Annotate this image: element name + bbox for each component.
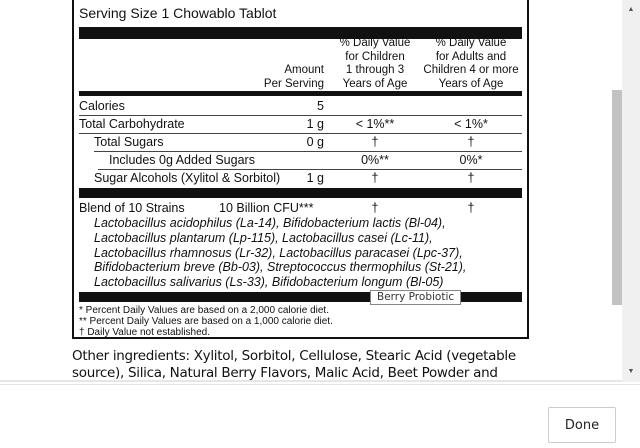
adults-dv: 0%* xyxy=(459,153,483,167)
children-dv: < 1%** xyxy=(355,117,395,131)
blend-adults-dv: † xyxy=(467,201,475,215)
adults-dv: < 1%* xyxy=(454,117,488,131)
strain-line: Bifidobacterium breve (Bb-03), Streptoco… xyxy=(94,260,467,275)
row-divider xyxy=(79,115,522,116)
children-dv: † xyxy=(371,171,379,185)
blend-amount: 10 Billion CFU*** xyxy=(219,201,314,215)
strain-line: Lactobacillus plantarum (Lp-115), Lactob… xyxy=(94,230,433,245)
scroll-down-icon[interactable]: ▼ xyxy=(627,368,635,375)
adults-dv: † xyxy=(467,171,475,185)
divider-bar xyxy=(79,188,522,198)
nutrient-amount: 1 g xyxy=(306,171,324,185)
strain-line: Lactobacillus acidophilus (La-14), Bifid… xyxy=(94,216,446,230)
nutrient-amount: 5 xyxy=(317,99,324,113)
row-divider xyxy=(79,133,522,134)
footnote: ** Percent Daily Values are based on a 1… xyxy=(79,316,333,327)
footnote: † Daily Value not established. xyxy=(79,327,211,338)
header-children: % Daily Value for Children 1 through 3 Y… xyxy=(339,37,411,90)
divider-bar xyxy=(79,292,522,302)
nutrient-name: Sugar Alcohols (Xylitol & Sorbitol) xyxy=(94,171,281,185)
header-adults: % Daily Value for Adults and Children 4 … xyxy=(423,37,519,90)
strain-line: Lactobacillus rhamnosus (Lr-32), Lactoba… xyxy=(94,245,463,260)
nutrient-name: Includes 0g Added Sugars xyxy=(109,153,255,167)
divider-bar xyxy=(79,91,522,96)
supplement-facts-label: Serving Size 1 Chowablo Tablot Amount Pe… xyxy=(72,0,529,339)
strain-line: Lactobacillus salivarius (Ls-33), Bifido… xyxy=(94,275,444,290)
nutrient-name: Total Carbohydrate xyxy=(79,117,185,131)
blend-name: Blend of 10 Strains xyxy=(79,201,185,215)
tooltip: Berry Probiotic xyxy=(370,290,462,305)
nutrient-name: Total Sugars xyxy=(94,135,164,149)
done-button[interactable]: Done xyxy=(548,407,616,443)
scrollbar-thumb[interactable] xyxy=(612,90,622,305)
children-dv: † xyxy=(371,135,379,149)
vertical-scrollbar[interactable]: ▲ ▼ xyxy=(622,0,640,382)
row-divider xyxy=(98,169,522,170)
header-amount: Amount Per Serving xyxy=(263,64,324,90)
dialog-footer: Done xyxy=(0,384,640,448)
adults-dv: † xyxy=(467,135,475,149)
image-viewer: Serving Size 1 Chowablo Tablot Amount Pe… xyxy=(0,0,622,382)
other-ingredients: Other ingredients: Xylitol, Sorbitol, Ce… xyxy=(72,348,516,381)
children-dv: 0%** xyxy=(361,153,389,167)
blend-children-dv: † xyxy=(371,201,379,215)
footnote: * Percent Daily Values are based on a 2,… xyxy=(79,305,329,316)
nutrient-name: Calories xyxy=(79,99,125,113)
nutrient-amount: 0 g xyxy=(306,135,324,149)
nutrient-amount: 1 g xyxy=(306,117,324,131)
row-divider xyxy=(94,151,522,152)
divider-bar xyxy=(79,27,522,39)
scroll-up-icon[interactable]: ▲ xyxy=(627,6,635,13)
horizontal-scrollbar[interactable] xyxy=(0,380,622,382)
serving-size: Serving Size 1 Chowablo Tablot xyxy=(79,5,277,21)
